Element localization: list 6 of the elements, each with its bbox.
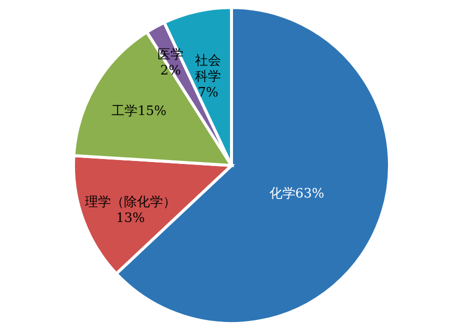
- data-label: 7%: [198, 86, 218, 101]
- slice-label: 社会科学: [195, 54, 222, 85]
- slice-label: 工学15%: [112, 104, 166, 119]
- slice-label: 理学（除化学）: [84, 194, 176, 210]
- data-label: 13%: [116, 210, 145, 226]
- slice-label: 化学63%: [269, 186, 324, 202]
